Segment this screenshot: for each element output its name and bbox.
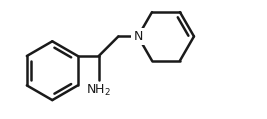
Text: N: N bbox=[133, 30, 143, 43]
Text: N: N bbox=[133, 30, 143, 43]
Text: NH$_2$: NH$_2$ bbox=[86, 83, 111, 98]
